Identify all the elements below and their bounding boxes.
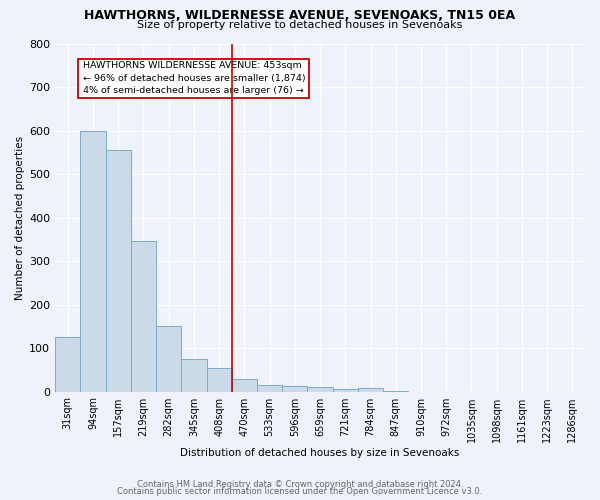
Text: Size of property relative to detached houses in Sevenoaks: Size of property relative to detached ho… (137, 20, 463, 30)
Bar (383, 390, 409, 392)
Bar (80, 131, 106, 392)
Bar (307, 387, 332, 392)
Bar (206, 368, 232, 392)
Text: Contains public sector information licensed under the Open Government Licence v3: Contains public sector information licen… (118, 487, 482, 496)
Text: HAWTHORNS, WILDERNESSE AVENUE, SEVENOAKS, TN15 0EA: HAWTHORNS, WILDERNESSE AVENUE, SEVENOAKS… (85, 9, 515, 22)
Bar (106, 150, 131, 392)
Bar (282, 386, 307, 392)
Bar (55, 338, 80, 392)
Y-axis label: Number of detached properties: Number of detached properties (15, 136, 25, 300)
Bar (332, 390, 358, 392)
X-axis label: Distribution of detached houses by size in Sevenoaks: Distribution of detached houses by size … (181, 448, 460, 458)
Bar (232, 378, 257, 392)
Bar (181, 359, 206, 392)
Bar (131, 241, 156, 392)
Bar (156, 326, 181, 392)
Text: HAWTHORNS WILDERNESSE AVENUE: 453sqm
 ← 96% of detached houses are smaller (1,87: HAWTHORNS WILDERNESSE AVENUE: 453sqm ← 9… (80, 62, 306, 96)
Text: Contains HM Land Registry data © Crown copyright and database right 2024.: Contains HM Land Registry data © Crown c… (137, 480, 463, 489)
Bar (257, 385, 282, 392)
Bar (358, 388, 383, 392)
